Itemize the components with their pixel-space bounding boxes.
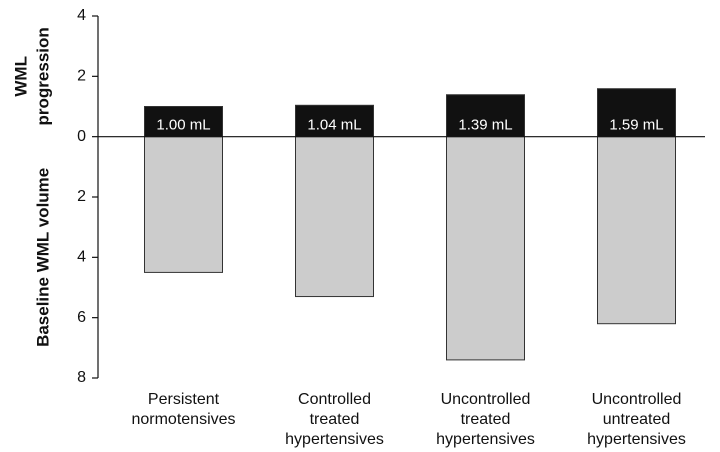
bar [295,136,374,298]
bar [597,88,676,138]
y-tick-label: 4 [77,7,86,24]
x-tick-label: untreated [603,411,671,428]
bar [144,106,223,138]
y-tick-label: 8 [77,369,86,386]
x-tick-label: hypertensives [436,431,535,448]
y-tick-label: 4 [77,249,86,266]
x-tick-label: Persistent [148,391,220,408]
y-axis-title: WML [11,56,30,97]
bar [597,136,676,325]
y-axis-title: Baseline WML volume [33,168,52,347]
bar [144,136,223,273]
y-axis-title: progression [33,27,52,125]
bar [446,136,525,361]
y-tick-label: 0 [77,128,86,145]
x-tick-label: Uncontrolled [592,391,682,408]
y-tick-label: 2 [77,68,86,85]
x-tick-label: treated [310,411,360,428]
value-label: 1.00 mL [156,117,210,134]
value-label: 1.04 mL [307,117,361,134]
bar [446,94,525,138]
bar [295,104,374,138]
x-tick-label: Controlled [298,391,371,408]
x-tick-label: hypertensives [285,431,384,448]
x-tick-label: normotensives [131,411,235,428]
x-tick-label: treated [461,411,511,428]
value-label: 1.59 mL [609,117,663,134]
value-label: 1.39 mL [458,117,512,134]
y-tick-label: 6 [77,309,86,326]
x-tick-label: Uncontrolled [441,391,531,408]
x-tick-label: hypertensives [587,431,686,448]
y-tick-label: 2 [77,188,86,205]
